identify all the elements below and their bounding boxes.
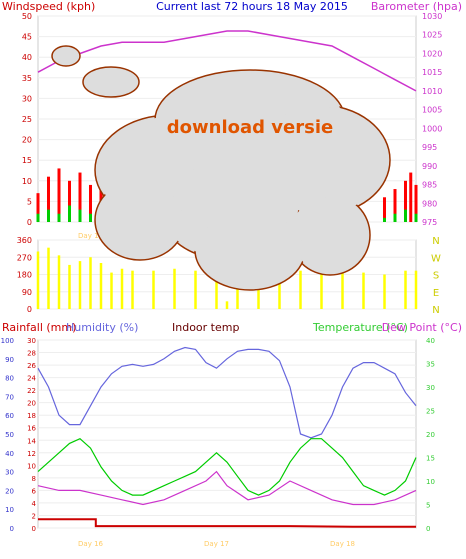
humidity-tick-label: 0 [10, 525, 14, 533]
temperature-tick-label: 40 [426, 337, 435, 345]
compass-label: N [432, 236, 439, 247]
humidity-tick-label: 10 [5, 506, 14, 514]
pressure-tick-label: 990 [422, 162, 437, 171]
small-cloud [52, 46, 80, 66]
panel-frame-3 [38, 340, 416, 528]
wind-tick-label: 30 [22, 94, 32, 103]
temperature-tick-label: 0 [426, 525, 430, 533]
wind-tick-label: 50 [22, 12, 32, 21]
compass-label: S [433, 271, 439, 282]
pressure-tick-label: 1015 [422, 68, 442, 77]
rain-tick-label: 30 [27, 337, 36, 345]
cloud-fill [292, 197, 368, 273]
temperature-tick-label: 10 [426, 478, 435, 486]
pressure-tick-label: 1005 [422, 106, 442, 115]
wind-tick-label: 25 [22, 115, 32, 124]
rain-tick-label: 8 [32, 475, 36, 483]
rain-tick-label: 6 [32, 487, 37, 495]
humidity-tick-label: 90 [5, 356, 14, 364]
compass-label: E [433, 288, 439, 299]
wind-tick-label: 20 [22, 136, 32, 145]
rain-tick-label: 12 [27, 450, 36, 458]
direction-tick-label: 0 [27, 305, 32, 314]
humidity-tick-label: 70 [5, 393, 14, 401]
day-label: Day 18 [330, 540, 355, 548]
wind-tick-label: 35 [22, 74, 32, 83]
small-cloud [83, 67, 139, 97]
wind-tick-label: 0 [27, 218, 32, 227]
compass-label: W [431, 253, 441, 264]
rain-tick-label: 2 [32, 512, 36, 520]
pressure-tick-label: 995 [422, 143, 437, 152]
pressure-tick-label: 1020 [422, 49, 442, 58]
pressure-tick-label: 1000 [422, 124, 442, 133]
cloud-fill [97, 182, 183, 258]
day-label: Day 16 [78, 540, 104, 548]
temperature-tick-label: 30 [426, 384, 435, 392]
wind-tick-label: 5 [27, 197, 32, 206]
rain-tick-label: 24 [27, 375, 36, 383]
rain-tick-label: 26 [27, 362, 36, 370]
compass-label: N [432, 305, 439, 316]
windspeed-axis-title: Windspeed (kph) [2, 0, 95, 13]
rain-tick-label: 18 [27, 412, 36, 420]
pressure-tick-label: 1030 [422, 12, 442, 21]
temperature-tick-label: 25 [426, 408, 435, 416]
rain-tick-label: 10 [27, 462, 36, 470]
direction-tick-label: 360 [17, 236, 32, 245]
humidity-tick-label: 60 [5, 412, 14, 420]
download-badge-text[interactable]: download versie [167, 117, 333, 138]
pressure-tick-label: 975 [422, 218, 437, 227]
temperature-tick-label: 5 [426, 502, 430, 510]
wind-tick-label: 40 [22, 53, 32, 62]
direction-tick-label: 270 [17, 253, 32, 262]
rain-tick-label: 14 [27, 437, 36, 445]
direction-tick-label: 90 [22, 288, 32, 297]
legend-dewpoint: Dew Point (°C) [382, 321, 462, 334]
humidity-tick-label: 40 [5, 450, 14, 458]
legend-humidity: Humidity (%) [66, 321, 138, 334]
rain-tick-label: 28 [27, 350, 36, 358]
humidity-tick-label: 80 [5, 375, 14, 383]
cloud-fill [197, 212, 303, 288]
rain-tick-label: 20 [27, 400, 36, 408]
pressure-tick-label: 1025 [422, 31, 442, 40]
wind-tick-label: 45 [22, 33, 32, 42]
humidity-tick-label: 100 [1, 337, 14, 345]
rain-tick-label: 22 [27, 387, 36, 395]
rain-tick-label: 0 [32, 525, 36, 533]
day-label: Day 17 [204, 540, 229, 548]
temperature-tick-label: 15 [426, 455, 435, 463]
chart-title: Current last 72 hours 18 May 2015 [156, 0, 348, 13]
pressure-tick-label: 980 [422, 199, 437, 208]
legend-indoor-temp: Indoor temp [172, 321, 239, 334]
rain-tick-label: 16 [27, 425, 36, 433]
humidity-tick-label: 50 [5, 431, 14, 439]
direction-tick-label: 180 [17, 271, 32, 280]
wind-tick-label: 10 [22, 177, 32, 186]
barometer-axis-title: Barometer (hpa) [371, 0, 462, 13]
temperature-tick-label: 35 [426, 361, 435, 369]
pressure-tick-label: 1010 [422, 87, 442, 96]
pressure-tick-label: 985 [422, 181, 437, 190]
temperature-tick-label: 20 [426, 431, 435, 439]
humidity-tick-label: 20 [5, 487, 14, 495]
humidity-tick-label: 30 [5, 469, 14, 477]
rain-tick-label: 4 [32, 500, 37, 508]
wind-tick-label: 15 [22, 156, 32, 165]
